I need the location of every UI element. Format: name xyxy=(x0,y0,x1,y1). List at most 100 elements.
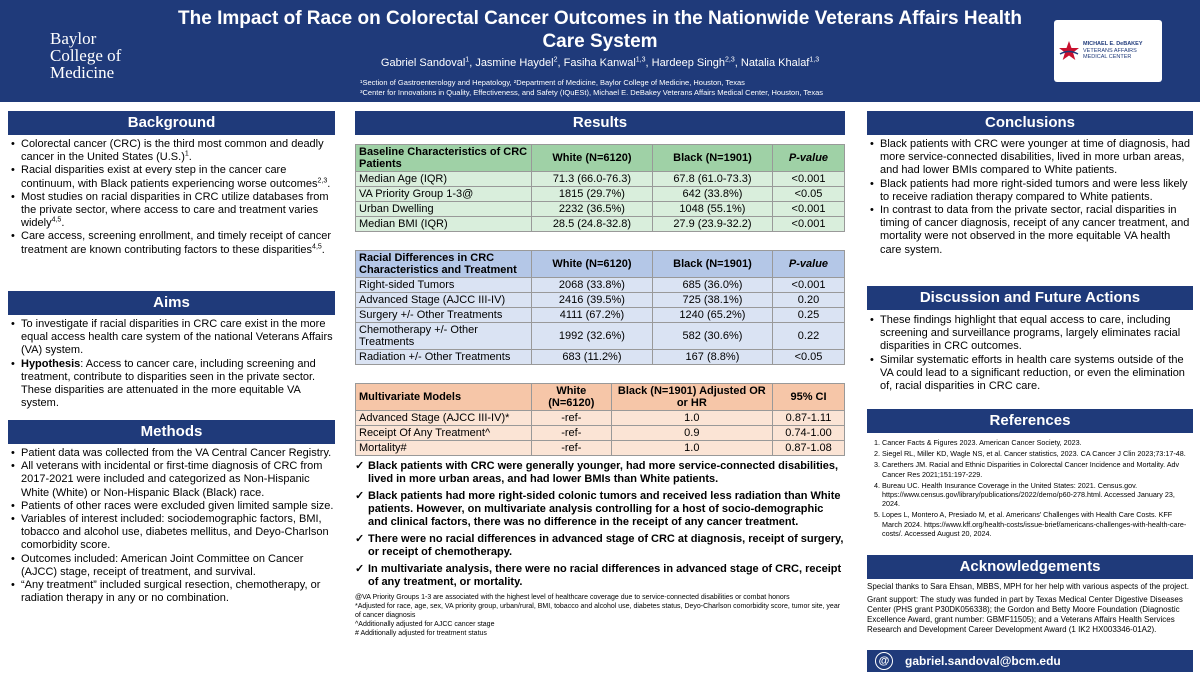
email-box: @ gabriel.sandoval@bcm.edu xyxy=(867,650,1193,672)
footnotes: @VA Priority Groups 1-3 are associated w… xyxy=(355,593,845,638)
table-row: Chemotherapy +/- Other Treatments 1992 (3… xyxy=(355,322,845,350)
row-label: Right-sided Tumors xyxy=(355,277,532,293)
email-link[interactable]: gabriel.sandoval@bcm.edu xyxy=(905,654,1061,668)
author-affil: 1 xyxy=(465,56,470,64)
bullet-tail: . xyxy=(321,243,325,256)
table-cell: 1240 (65.2%) xyxy=(651,307,774,323)
baylor-logo: Baylor College of Medicine xyxy=(50,30,135,81)
authors-line: Gabriel Sandoval1, Jasmine Haydel2, Fasi… xyxy=(380,56,820,69)
poster-title: The Impact of Race on Colorectal Cancer … xyxy=(178,8,1022,52)
table-cell: <0.001 xyxy=(772,201,845,217)
aims-section: Aims To investigate if racial disparitie… xyxy=(8,291,335,410)
bullet-tail: . xyxy=(327,177,331,190)
table-cell: -ref- xyxy=(531,440,612,456)
acknowledgements-heading: Acknowledgements xyxy=(867,555,1193,579)
table-title: Racial Differences in CRC Characteristic… xyxy=(355,250,532,278)
row-label: Urban Dwelling xyxy=(355,201,532,217)
table-row: Surgery +/- Other Treatments 4111 (67.2%)… xyxy=(355,307,845,323)
column-header: Black (N=1901) xyxy=(651,250,774,278)
discussion-heading: Discussion and Future Actions xyxy=(867,286,1193,310)
table-cell: 2232 (36.5%) xyxy=(531,201,653,217)
conclusions-section: Conclusions Black patients with CRC were… xyxy=(867,111,1193,257)
discussion-bullet: These findings highlight that equal acce… xyxy=(867,314,1193,354)
bullet-text: Colorectal cancer (CRC) is the third mos… xyxy=(21,138,324,164)
table-cell: <0.001 xyxy=(772,216,845,232)
bullet-tail: . xyxy=(61,217,65,230)
aims-bullet: To investigate if racial disparities in … xyxy=(8,318,335,358)
logo-line: Medicine xyxy=(50,63,115,82)
table-row: Median BMI (IQR) 28.5 (24.8-32.8) 27.9 (23… xyxy=(355,216,845,232)
check-icon: ✓ xyxy=(355,490,365,502)
table-title: Multivariate Models xyxy=(355,383,532,411)
table-row: Radiation +/- Other Treatments 683 (11.2%… xyxy=(355,349,845,365)
table-row: Right-sided Tumors 2068 (33.8%) 685 (36.0%… xyxy=(355,277,845,293)
references-section: References Cancer Facts & Figures 2023. … xyxy=(867,409,1193,540)
table-cell: 1815 (29.7%) xyxy=(531,186,653,202)
reference-item: Bureau UC. Health Insurance Coverage in … xyxy=(882,481,1193,509)
bullet-tail: . xyxy=(188,151,192,164)
table-header-row: Multivariate Models White (N=6120) Black (… xyxy=(355,383,845,411)
reference-item: Carethers JM. Racial and Ethnic Disparit… xyxy=(882,460,1193,478)
check-icon: ✓ xyxy=(355,533,365,545)
author-name: Gabriel Sandoval xyxy=(380,57,466,69)
footnote: ^Additionally adjusted for AJCC cancer s… xyxy=(355,621,495,628)
acknowledgements-section: Acknowledgements Special thanks to Sara … xyxy=(867,555,1193,635)
methods-bullet: “Any treatment” included surgical resect… xyxy=(8,579,335,605)
author-affil: 2,3 xyxy=(725,56,735,64)
finding-item: ✓ There were no racial differences in adv… xyxy=(355,533,845,559)
row-label: Median BMI (IQR) xyxy=(355,216,532,232)
table-cell: 0.20 xyxy=(772,292,845,308)
methods-list: Patient data was collected from the VA C… xyxy=(8,447,335,605)
check-icon: ✓ xyxy=(355,460,365,472)
finding-text: In multivariate analysis, there were no … xyxy=(368,563,842,588)
table-cell: 28.5 (24.8-32.8) xyxy=(531,216,653,232)
row-label: Chemotherapy +/- Other Treatments xyxy=(355,322,532,350)
table-cell: 67.8 (61.0-73.3) xyxy=(651,171,774,187)
footnote: @VA Priority Groups 1-3 are associated w… xyxy=(355,594,790,601)
column-header: White (N=6120) xyxy=(531,250,653,278)
va-logo-line: MEDICAL CENTER xyxy=(1083,54,1132,61)
column-header: White (N=6120) xyxy=(531,144,653,172)
background-bullet: Care access, screening enrollment, and t… xyxy=(8,230,335,256)
finding-text: Black patients with CRC were generally y… xyxy=(368,460,839,485)
row-label: Surgery +/- Other Treatments xyxy=(355,307,532,323)
table-cell: 0.87-1.11 xyxy=(772,410,845,426)
table-cell: 725 (38.1%) xyxy=(651,292,774,308)
table-cell: 2416 (39.5%) xyxy=(531,292,653,308)
column-header: Black (N=1901) xyxy=(651,144,774,172)
methods-bullet: Variables of interest included: sociodem… xyxy=(8,513,335,553)
methods-bullet: All veterans with incidental or first-ti… xyxy=(8,460,335,500)
row-label: Advanced Stage (AJCC III-IV) xyxy=(355,292,532,308)
references-list: Cancer Facts & Figures 2023. American Ca… xyxy=(867,438,1193,538)
table-cell: 0.22 xyxy=(772,322,845,350)
table-cell: -ref- xyxy=(531,425,612,441)
poster-header: Baylor College of Medicine The Impact of… xyxy=(0,0,1200,102)
methods-bullet: Outcomes included: American Joint Commit… xyxy=(8,553,335,579)
results-heading: Results xyxy=(355,111,845,135)
conclusions-bullet: In contrast to data from the private sec… xyxy=(867,204,1193,257)
table-cell: 0.74-1.00 xyxy=(772,425,845,441)
author-affil: 2 xyxy=(553,56,558,64)
background-bullet: Most studies on racial disparities in CR… xyxy=(8,191,335,231)
citation: 4,5 xyxy=(312,242,322,250)
author-affil: 1,3 xyxy=(809,56,820,64)
bullet-text: Most studies on racial disparities in CR… xyxy=(21,190,329,230)
table-cell: 0.25 xyxy=(772,307,845,323)
discussion-bullet: Similar systematic efforts in health car… xyxy=(867,354,1193,394)
hypothesis-label: Hypothesis xyxy=(21,357,81,370)
table-cell: 683 (11.2%) xyxy=(531,349,653,365)
table-cell: <0.001 xyxy=(772,171,845,187)
citation: 4,5 xyxy=(51,216,62,224)
email-icon: @ xyxy=(875,652,893,670)
conclusions-bullet: Black patients with CRC were younger at … xyxy=(867,138,1193,178)
table-cell: 0.9 xyxy=(610,425,774,441)
bullet-text: Care access, screening enrollment, and t… xyxy=(21,230,331,256)
row-label: Mortality# xyxy=(355,440,532,456)
table-cell: 4111 (67.2%) xyxy=(531,307,653,323)
baseline-table: Baseline Characteristics of CRC Patients… xyxy=(355,144,845,232)
table-title: Baseline Characteristics of CRC Patients xyxy=(355,144,532,172)
table-row: Advanced Stage (AJCC III-IV) 2416 (39.5%)… xyxy=(355,292,845,308)
check-icon: ✓ xyxy=(355,563,365,575)
author-name: Hardeep Singh xyxy=(651,57,726,69)
table-row: Mortality# -ref- 1.0 0.87-1.08 xyxy=(355,440,845,456)
